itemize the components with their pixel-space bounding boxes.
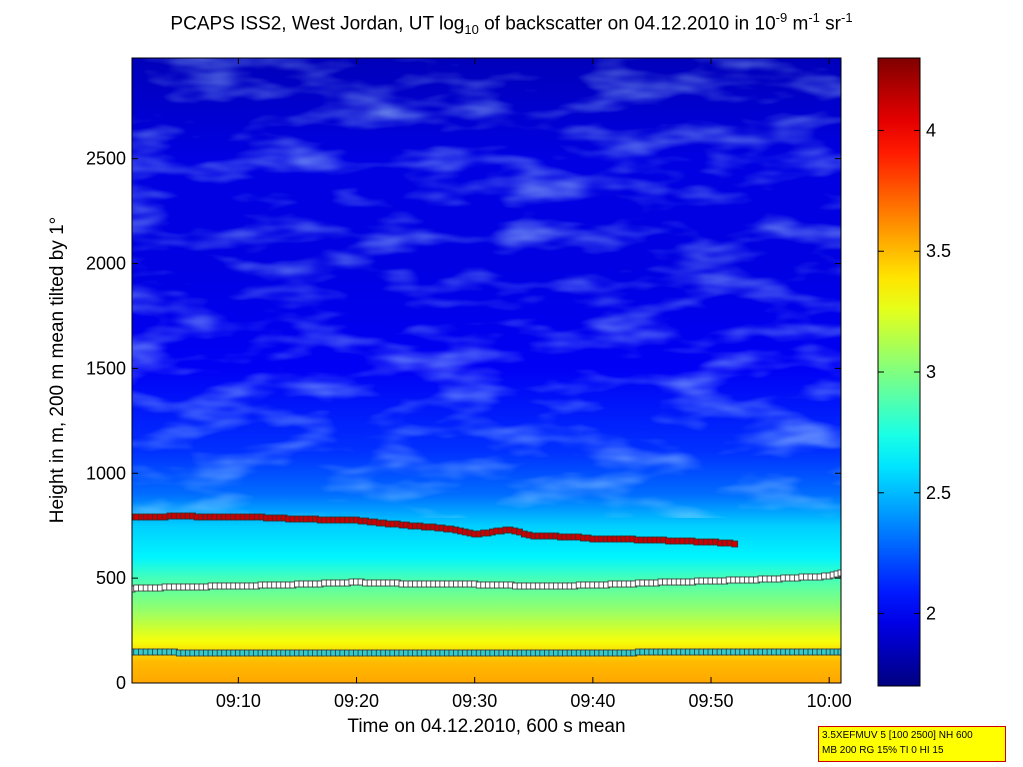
- colorbar-tick-label: 3: [926, 362, 936, 382]
- y-tick-label: 2500: [86, 149, 126, 169]
- colorbar-tick-label: 4: [926, 120, 936, 140]
- info-line-1: 3.5XEFMUV 5 [100 2500] NH 600: [822, 730, 973, 741]
- y-tick-label: 500: [96, 568, 126, 588]
- colorbar-fill: [878, 58, 920, 686]
- chart-title: PCAPS ISS2, West Jordan, UT log10 of bac…: [170, 10, 853, 38]
- x-axis-label: Time on 04.12.2010, 600 s mean: [347, 716, 626, 737]
- info-line-2: MB 200 RG 15% TI 0 HI 15: [822, 745, 944, 756]
- y-tick-label: 0: [116, 673, 126, 693]
- y-axis-label: Height in m, 200 m mean tilted by 1°: [47, 216, 68, 524]
- y-tick-label: 2000: [86, 254, 126, 274]
- y-tick-label: 1500: [86, 358, 126, 378]
- x-tick-label: 09:10: [216, 691, 261, 711]
- x-tick-label: 09:30: [452, 691, 497, 711]
- x-tick-label: 09:40: [570, 691, 615, 711]
- x-tick-label: 09:20: [334, 691, 379, 711]
- colorbar-tick-label: 2.5: [926, 483, 951, 503]
- series-2: [132, 648, 841, 657]
- y-tick-label: 1000: [86, 463, 126, 483]
- colorbar-tick-label: 3.5: [926, 241, 951, 261]
- x-tick-label: 09:50: [688, 691, 733, 711]
- heatmap-texture: [132, 58, 841, 518]
- plot-frame: [131, 57, 842, 684]
- series-marker: [731, 540, 739, 548]
- y-axis: 0 500 1000 1500 2000 2500: [86, 149, 841, 693]
- heatmap-area: [132, 58, 841, 683]
- series-0: [132, 512, 739, 548]
- x-tick-label: 10:00: [807, 691, 852, 711]
- info-box: 3.5XEFMUV 5 [100 2500] NH 600 MB 200 RG …: [818, 726, 1006, 762]
- series-marker: [837, 569, 841, 577]
- colorbar-tick-label: 2: [926, 604, 936, 624]
- series-layer: [132, 512, 841, 657]
- series-marker: [837, 648, 841, 656]
- colorbar: 2 2.5 3 3.5 4: [877, 57, 951, 687]
- series-1: [132, 569, 841, 593]
- x-axis: 09:10 09:20 09:30 09:40 09:50 10:00: [216, 58, 852, 711]
